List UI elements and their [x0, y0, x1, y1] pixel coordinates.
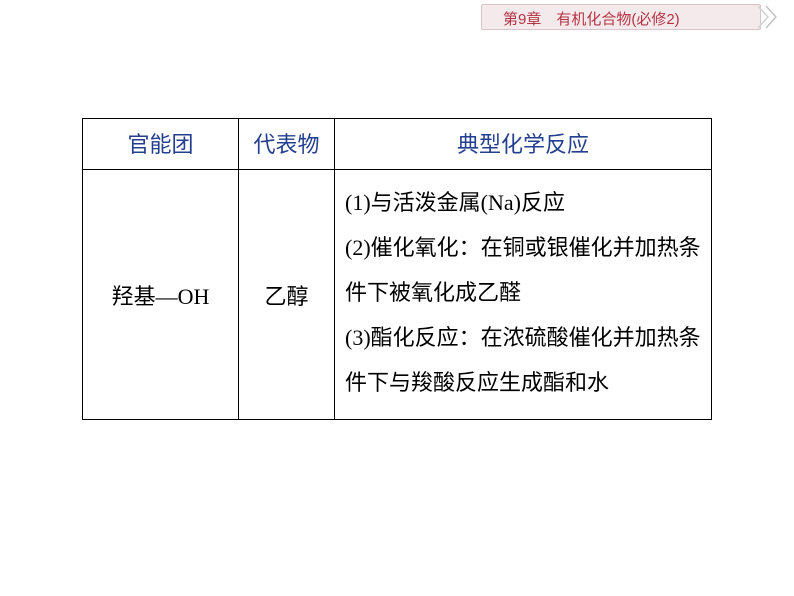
table-row: 羟基—OH 乙醇 (1)与活泼金属(Na)反应(2)催化氧化：在铜或银催化并加热…: [83, 170, 712, 420]
col-header-group: 官能团: [83, 119, 239, 170]
col-header-rxn: 典型化学反应: [335, 119, 712, 170]
cell-functional-group: 羟基—OH: [83, 170, 239, 420]
cell-reactions: (1)与活泼金属(Na)反应(2)催化氧化：在铜或银催化并加热条件下被氧化成乙醛…: [335, 170, 712, 420]
cell-representative: 乙醇: [239, 170, 335, 420]
chevrons-right-icon: [756, 4, 786, 30]
chapter-tab: 第9章 有机化合物(必修2): [481, 2, 786, 34]
col-header-rep: 代表物: [239, 119, 335, 170]
reaction-table: 官能团 代表物 典型化学反应 羟基—OH 乙醇 (1)与活泼金属(Na)反应(2…: [82, 118, 712, 420]
table-header-row: 官能团 代表物 典型化学反应: [83, 119, 712, 170]
chapter-tab-label: 第9章 有机化合物(必修2): [503, 8, 680, 29]
